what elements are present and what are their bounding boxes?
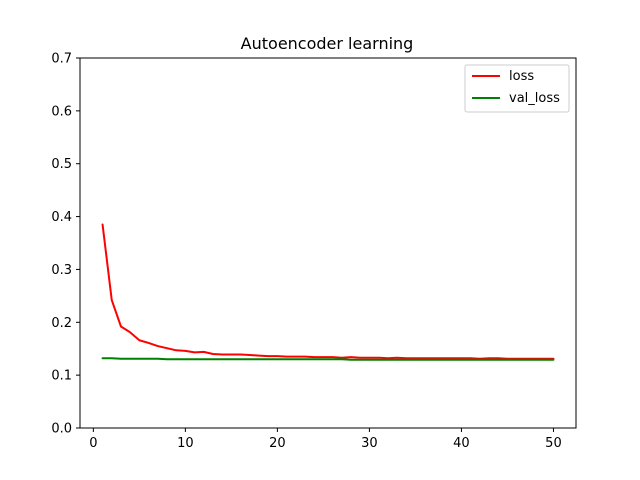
y-tick-label: 0.2 [51, 316, 72, 331]
plot-area: 0 10 20 30 40 50 0.0 0.1 0.2 0.3 0.4 0.5 0.6 0.7 [51, 52, 577, 451]
x-tick-label: 30 [361, 436, 378, 451]
x-tick-label: 20 [269, 436, 286, 451]
legend: loss val_loss [464, 64, 570, 113]
y-tick-label: 0.3 [51, 263, 72, 278]
chart-title: Autoencoder learning [241, 34, 414, 53]
legend-label-loss: loss [509, 69, 534, 84]
x-tick-label: 50 [545, 436, 562, 451]
y-tick-label: 0.6 [51, 104, 72, 119]
plot-frame [79, 57, 577, 429]
x-axis: 0 10 20 30 40 50 [89, 428, 562, 451]
y-tick-label: 0.0 [51, 422, 72, 437]
series-line-val-loss [101, 357, 555, 361]
x-tick-label: 0 [89, 436, 97, 451]
y-tick-label: 0.1 [51, 369, 72, 384]
y-tick-label: 0.5 [51, 157, 72, 172]
x-tick-label: 40 [453, 436, 470, 451]
legend-label-val-loss: val_loss [509, 91, 560, 106]
x-tick-label: 10 [177, 436, 194, 451]
series-line-loss [101, 223, 555, 360]
series-layer [101, 223, 555, 361]
y-axis: 0.0 0.1 0.2 0.3 0.4 0.5 0.6 0.7 [51, 52, 80, 437]
y-tick-label: 0.7 [51, 52, 72, 67]
y-tick-label: 0.4 [51, 210, 72, 225]
